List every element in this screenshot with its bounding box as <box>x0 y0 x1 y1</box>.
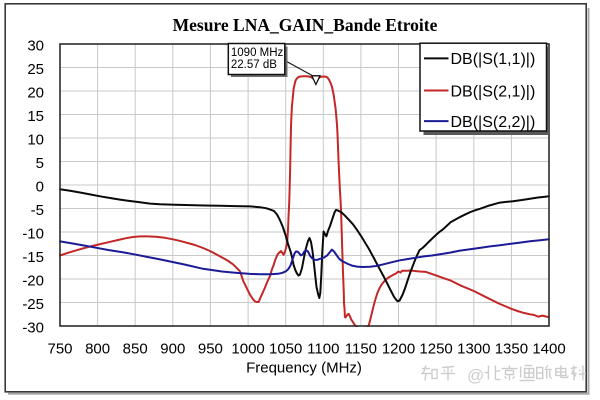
svg-text:-25: -25 <box>22 296 44 313</box>
svg-text:850: 850 <box>123 340 148 357</box>
svg-text:1150: 1150 <box>345 340 377 357</box>
svg-text:-10: -10 <box>22 226 44 243</box>
svg-text:-5: -5 <box>31 202 44 219</box>
svg-text:1350: 1350 <box>495 340 528 357</box>
svg-text:1000: 1000 <box>231 340 264 357</box>
svg-text:750: 750 <box>47 340 72 357</box>
svg-text:800: 800 <box>85 340 110 357</box>
svg-text:DB(|S(2,1)|): DB(|S(2,1)|) <box>451 83 536 100</box>
svg-text:20: 20 <box>27 85 44 102</box>
svg-text:25: 25 <box>27 61 44 78</box>
svg-text:15: 15 <box>27 108 44 125</box>
svg-text:1200: 1200 <box>382 340 415 357</box>
svg-text:22.57 dB: 22.57 dB <box>231 59 277 71</box>
svg-text:1300: 1300 <box>457 340 490 357</box>
svg-text:-15: -15 <box>22 249 44 266</box>
svg-text:5: 5 <box>36 155 44 172</box>
svg-text:1050: 1050 <box>269 340 302 357</box>
svg-text:900: 900 <box>160 340 185 357</box>
svg-text:0: 0 <box>36 179 44 196</box>
svg-text:Frequency (MHz): Frequency (MHz) <box>246 360 362 377</box>
svg-text:@: @ <box>467 366 484 385</box>
svg-text:1250: 1250 <box>419 340 452 357</box>
svg-text:10: 10 <box>27 132 44 149</box>
svg-text:1090 MHz: 1090 MHz <box>231 47 284 59</box>
svg-text:1100: 1100 <box>307 340 339 357</box>
svg-text:1400: 1400 <box>532 340 565 357</box>
svg-text:Mesure LNA_GAIN_Bande Etroite: Mesure LNA_GAIN_Bande Etroite <box>173 15 438 35</box>
svg-text:DB(|S(2,2)|): DB(|S(2,2)|) <box>451 114 536 131</box>
svg-text:30: 30 <box>27 38 44 55</box>
svg-text:-30: -30 <box>22 320 44 337</box>
svg-text:-20: -20 <box>22 273 44 290</box>
svg-text:DB(|S(1,1)|): DB(|S(1,1)|) <box>451 51 536 68</box>
svg-text:950: 950 <box>198 340 223 357</box>
